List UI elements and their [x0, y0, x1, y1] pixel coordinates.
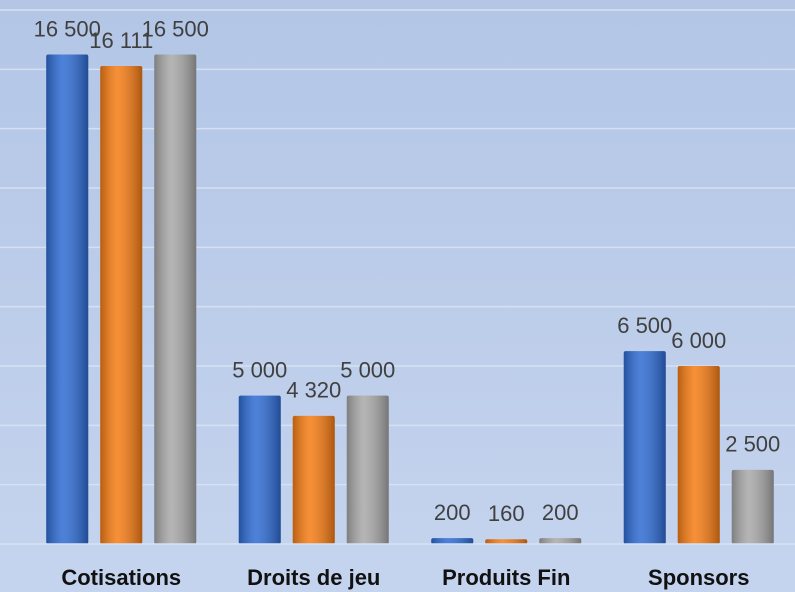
bar-shade — [539, 538, 582, 544]
data-label: 6 000 — [671, 328, 726, 353]
data-label: 160 — [488, 501, 525, 526]
bar-shade — [292, 415, 335, 544]
data-label: 16 500 — [142, 16, 209, 41]
bar-shade — [677, 366, 720, 544]
bar-shade — [431, 538, 474, 544]
data-label: 16 111 — [89, 28, 153, 53]
bar-shade — [154, 54, 197, 544]
bar-shade — [346, 395, 389, 544]
bar-shade — [485, 539, 528, 544]
x-tick-label: Droits de jeu — [247, 565, 380, 590]
data-label: 200 — [434, 500, 471, 525]
bar-shade — [731, 469, 774, 544]
data-label: 5 000 — [232, 357, 287, 382]
data-label: 5 000 — [340, 357, 395, 382]
data-label: 2 500 — [725, 432, 780, 457]
bar-shade — [623, 351, 666, 544]
data-label: 16 500 — [34, 16, 101, 41]
data-label: 4 320 — [286, 378, 341, 403]
bar-shade — [100, 66, 143, 544]
x-tick-label: Cotisations — [61, 565, 181, 590]
data-label: 6 500 — [617, 313, 672, 338]
bar-shade — [46, 54, 89, 544]
x-tick-label: Sponsors — [648, 565, 749, 590]
x-tick-label: Produits Fin — [442, 565, 570, 590]
bar-shade — [238, 395, 281, 544]
data-label: 200 — [542, 500, 579, 525]
